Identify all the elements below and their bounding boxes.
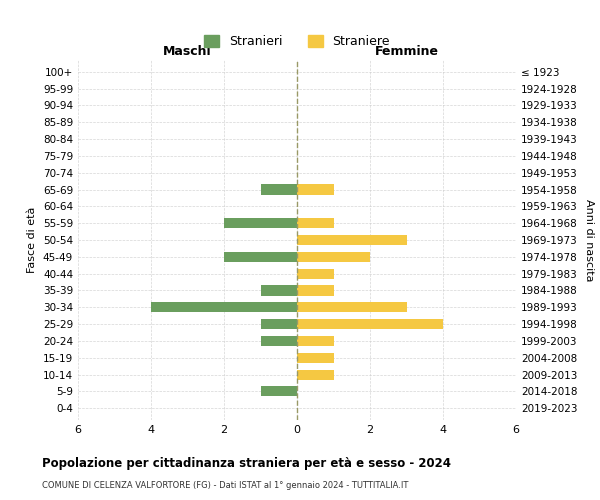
Bar (151, 302, 297, 312)
Bar (260, 184, 297, 194)
Bar (260, 336, 297, 346)
Bar (297, 268, 334, 278)
Bar (297, 218, 334, 228)
Bar (260, 319, 297, 329)
Text: Maschi: Maschi (163, 46, 212, 59)
Bar (260, 286, 297, 296)
Legend: Stranieri, Straniere: Stranieri, Straniere (199, 30, 395, 53)
Bar (297, 302, 407, 312)
Bar (224, 252, 297, 262)
Y-axis label: Fasce di età: Fasce di età (28, 207, 37, 273)
Text: COMUNE DI CELENZA VALFORTORE (FG) - Dati ISTAT al 1° gennaio 2024 - TUTTITALIA.I: COMUNE DI CELENZA VALFORTORE (FG) - Dati… (42, 481, 409, 490)
Y-axis label: Anni di nascita: Anni di nascita (584, 198, 594, 281)
Bar (260, 386, 297, 396)
Bar (297, 286, 334, 296)
Bar (297, 336, 334, 346)
Bar (297, 184, 334, 194)
Text: Femmine: Femmine (374, 46, 439, 59)
Bar (297, 352, 334, 363)
Bar (297, 370, 334, 380)
Bar (297, 252, 370, 262)
Text: Popolazione per cittadinanza straniera per età e sesso - 2024: Popolazione per cittadinanza straniera p… (42, 458, 451, 470)
Bar (297, 235, 407, 245)
Bar (224, 218, 297, 228)
Bar (297, 319, 443, 329)
